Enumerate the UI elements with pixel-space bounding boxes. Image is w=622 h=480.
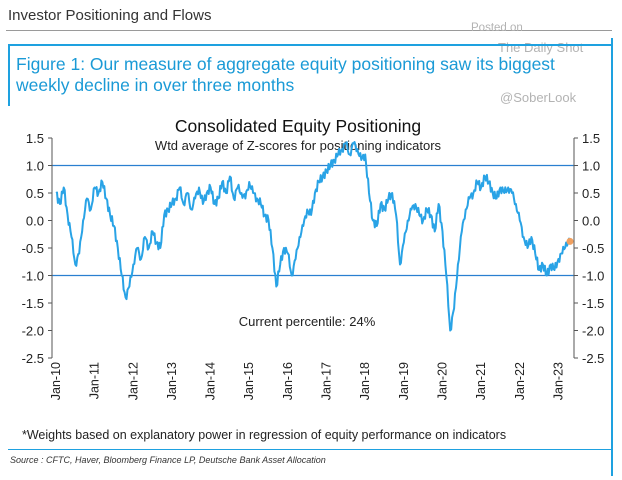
x-tick-label: Jan-13 [165, 362, 179, 400]
latest-point-marker [566, 237, 574, 245]
x-tick-label: Jan-20 [435, 362, 449, 400]
y-tick-label-left: -0.5 [22, 241, 44, 256]
chart-footnote: *Weights based on explanatory power in r… [22, 428, 507, 442]
y-tick-label-right: -1.5 [582, 296, 604, 311]
chart-annotation: Current percentile: 24% [239, 314, 376, 329]
y-tick-label-left: -1.5 [22, 296, 44, 311]
series-line-0 [55, 141, 571, 332]
x-tick-label: Jan-11 [88, 362, 102, 399]
series-layer [55, 141, 574, 332]
chart-title: Consolidated Equity Positioning [175, 116, 421, 136]
y-ticks-right: 1.5 1.0 0.5 0.0 -0.5 -1.0 -1.5 -2.0 -2.5 [574, 131, 604, 366]
right-accent-border [611, 38, 613, 476]
y-tick-label-left: 1.0 [26, 159, 44, 174]
figure-title: Figure 1: Our measure of aggregate equit… [16, 54, 555, 95]
chart-grid [52, 164, 574, 277]
y-tick-label-left: 0.0 [26, 214, 44, 229]
y-tick-label-right: -2.5 [582, 351, 604, 366]
y-tick-label-right: 1.5 [582, 131, 600, 146]
chart-source: Source : CFTC, Haver, Bloomberg Finance … [10, 455, 326, 465]
x-ticks: Jan-10 Jan-11 Jan-12 Jan-13 Jan-14 Jan-15 Jan-… [49, 362, 565, 400]
y-tick-label-left: -2.0 [22, 324, 44, 339]
x-tick-label: Jan-23 [551, 362, 565, 400]
y-tick-label-right: -1.0 [582, 269, 604, 284]
y-tick-label-left: 1.5 [26, 131, 44, 146]
y-tick-label-right: -2.0 [582, 324, 604, 339]
y-tick-label-left: -2.5 [22, 351, 44, 366]
chart-subtitle: Wtd average of Z-scores for positioning … [155, 138, 442, 153]
y-tick-label-left: 0.5 [26, 186, 44, 201]
x-tick-label: Jan-14 [204, 362, 218, 400]
y-tick-label-right: 1.0 [582, 159, 600, 174]
header-divider [6, 30, 612, 31]
x-tick-label: Jan-21 [474, 362, 488, 400]
y-ticks-left: 1.5 1.0 0.5 0.0 -0.5 -1.0 -1.5 -2.0 -2.5 [22, 131, 52, 366]
source-divider [8, 449, 612, 450]
watermark-site: The Daily Shot [498, 40, 584, 55]
x-tick-label: Jan-16 [281, 362, 295, 400]
x-tick-label: Jan-17 [320, 362, 334, 400]
y-tick-label-right: 0.5 [582, 186, 600, 201]
watermark-posted: Posted on [471, 22, 523, 34]
x-tick-label: Jan-15 [242, 362, 256, 400]
x-tick-label: Jan-22 [513, 362, 527, 400]
x-tick-label: Jan-12 [126, 362, 140, 400]
watermark-handle: @SoberLook [500, 90, 577, 105]
y-tick-label-right: -0.5 [582, 241, 604, 256]
x-tick-label: Jan-19 [397, 362, 411, 400]
x-tick-label: Jan-10 [49, 362, 63, 400]
page-header: Investor Positioning and Flows [8, 7, 212, 24]
figure-title-box [8, 44, 612, 106]
x-tick-label: Jan-18 [358, 362, 372, 400]
y-tick-label-right: 0.0 [582, 214, 600, 229]
y-tick-label-left: -1.0 [22, 269, 44, 284]
